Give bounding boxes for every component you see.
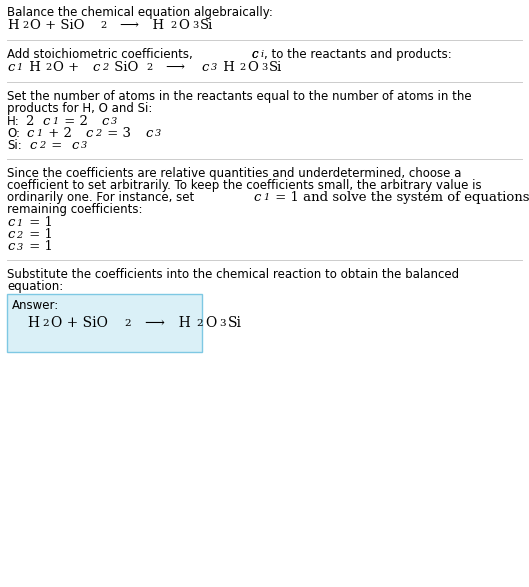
Text: 2: 2: [39, 141, 45, 150]
Text: coefficient to set arbitrarily. To keep the coefficients small, the arbitrary va: coefficient to set arbitrarily. To keep …: [7, 179, 481, 192]
Text: 2: 2: [239, 63, 245, 73]
Text: = 3: = 3: [103, 127, 135, 140]
Text: SiO: SiO: [110, 61, 138, 74]
Text: 2: 2: [95, 130, 102, 139]
Text: ordinarily one. For instance, set: ordinarily one. For instance, set: [7, 191, 198, 204]
Text: Answer:: Answer:: [12, 299, 59, 312]
Text: 2: 2: [16, 231, 23, 239]
FancyBboxPatch shape: [7, 294, 202, 352]
Text: c: c: [7, 61, 14, 74]
Text: 1: 1: [16, 63, 23, 73]
Text: = 1: = 1: [24, 240, 52, 253]
Text: 3: 3: [111, 117, 117, 127]
Text: = 1: = 1: [24, 228, 52, 241]
Text: Si: Si: [269, 61, 282, 74]
Text: = 1: = 1: [24, 216, 52, 229]
Text: c: c: [102, 115, 109, 128]
Text: 3: 3: [192, 22, 198, 31]
Text: H:: H:: [7, 115, 20, 128]
Text: 1: 1: [263, 194, 269, 203]
Text: 1: 1: [52, 117, 59, 127]
Text: + 2: + 2: [44, 127, 77, 140]
Text: products for H, O and Si:: products for H, O and Si:: [7, 102, 152, 115]
Text: Since the coefficients are relative quantities and underdetermined, choose a: Since the coefficients are relative quan…: [7, 167, 461, 180]
Text: = 2: = 2: [60, 115, 93, 128]
Text: Si: Si: [229, 316, 242, 330]
Text: equation:: equation:: [7, 280, 63, 293]
Text: O: O: [247, 61, 258, 74]
Text: c: c: [86, 127, 93, 140]
Text: H: H: [170, 316, 190, 330]
Text: O:: O:: [7, 127, 20, 140]
Text: H: H: [7, 19, 19, 32]
Text: H: H: [218, 61, 234, 74]
Text: c: c: [251, 48, 258, 61]
Text: 2: 2: [22, 22, 28, 31]
Text: H: H: [144, 19, 164, 32]
Text: Si: Si: [200, 19, 213, 32]
Text: O: O: [178, 19, 189, 32]
Text: 1: 1: [16, 218, 23, 228]
Text: 2: 2: [45, 63, 51, 73]
Text: 2: 2: [147, 63, 153, 73]
Text: Substitute the coefficients into the chemical reaction to obtain the balanced: Substitute the coefficients into the che…: [7, 268, 459, 281]
Text: c: c: [251, 48, 258, 61]
Text: ⟶: ⟶: [144, 316, 164, 330]
Text: = 1 and solve the system of equations for the: = 1 and solve the system of equations fo…: [271, 191, 529, 204]
Text: Balance the chemical equation algebraically:: Balance the chemical equation algebraica…: [7, 6, 273, 19]
Text: ⟶: ⟶: [166, 61, 185, 74]
Text: =: =: [47, 139, 66, 152]
Text: 2: 2: [102, 63, 108, 73]
Text: 2: 2: [42, 319, 49, 328]
Text: 3: 3: [261, 63, 268, 73]
Text: O + SiO: O + SiO: [51, 316, 108, 330]
Text: 2: 2: [170, 22, 176, 31]
Text: 3: 3: [154, 130, 161, 139]
Text: c: c: [201, 61, 208, 74]
Text: 3: 3: [220, 319, 226, 328]
Text: remaining coefficients:: remaining coefficients:: [7, 203, 142, 216]
Text: 1: 1: [37, 130, 42, 139]
Text: 2: 2: [197, 319, 203, 328]
Text: Set the number of atoms in the reactants equal to the number of atoms in the: Set the number of atoms in the reactants…: [7, 90, 472, 103]
Text: 2: 2: [101, 22, 107, 31]
Text: 2: 2: [124, 319, 131, 328]
Text: Si:: Si:: [7, 139, 22, 152]
Text: c: c: [145, 127, 152, 140]
Text: , to the reactants and products:: , to the reactants and products:: [264, 48, 452, 61]
Text: 3: 3: [81, 141, 87, 150]
Text: c: c: [93, 61, 99, 74]
Text: O +: O +: [53, 61, 84, 74]
Text: c: c: [43, 115, 50, 128]
Text: H: H: [24, 61, 40, 74]
Text: c: c: [29, 139, 37, 152]
Text: i: i: [260, 50, 263, 59]
Text: c: c: [7, 228, 14, 241]
Text: O + SiO: O + SiO: [30, 19, 85, 32]
Text: c: c: [253, 191, 261, 204]
Text: 2: 2: [26, 115, 39, 128]
Text: Add stoichiometric coefficients,: Add stoichiometric coefficients,: [7, 48, 196, 61]
Text: Add stoichiometric coefficients,: Add stoichiometric coefficients,: [7, 48, 196, 61]
Text: H: H: [27, 316, 39, 330]
Text: ordinarily one. For instance, set: ordinarily one. For instance, set: [7, 191, 198, 204]
Text: c: c: [7, 216, 14, 229]
Text: 3: 3: [16, 242, 23, 251]
Text: 3: 3: [211, 63, 217, 73]
Text: O: O: [205, 316, 216, 330]
Text: ⟶: ⟶: [120, 19, 139, 32]
Text: c: c: [27, 127, 34, 140]
Text: c: c: [72, 139, 79, 152]
Text: c: c: [7, 240, 14, 253]
